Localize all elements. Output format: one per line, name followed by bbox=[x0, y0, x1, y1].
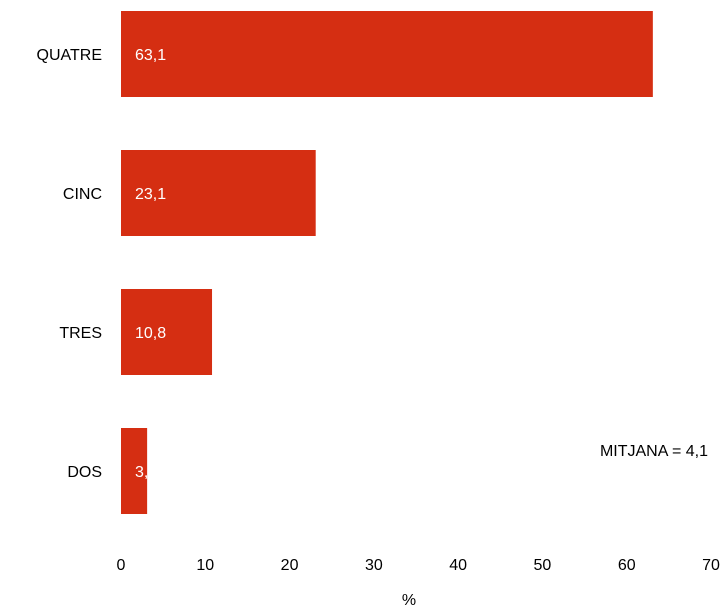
bar-dos bbox=[121, 428, 148, 514]
value-labels: 63,1 23,1 10,8 3,1 bbox=[135, 47, 166, 481]
bars bbox=[121, 11, 653, 514]
x-tick-label-0: 0 bbox=[117, 557, 126, 574]
bar-tres bbox=[121, 289, 213, 375]
value-label-quatre: 63,1 bbox=[135, 47, 166, 64]
x-tick-label-50: 50 bbox=[534, 557, 552, 574]
x-tick-label-10: 10 bbox=[196, 557, 214, 574]
category-labels: QUATRE CINC TRES DOS bbox=[37, 47, 102, 481]
category-label-cinc: CINC bbox=[63, 186, 102, 203]
value-label-dos: 3,1 bbox=[135, 464, 157, 481]
category-label-tres: TRES bbox=[59, 325, 102, 342]
bar-cinc bbox=[121, 150, 316, 236]
value-label-tres: 10,8 bbox=[135, 325, 166, 342]
mean-annotation: MITJANA = 4,1 bbox=[600, 443, 708, 460]
bar-quatre bbox=[121, 11, 653, 97]
category-label-quatre: QUATRE bbox=[37, 47, 102, 64]
x-tick-label-60: 60 bbox=[618, 557, 636, 574]
category-label-dos: DOS bbox=[67, 464, 102, 481]
x-axis-title: % bbox=[402, 592, 416, 609]
x-tick-label-40: 40 bbox=[449, 557, 467, 574]
x-axis-tick-labels: 0 10 20 30 40 50 60 70 bbox=[117, 557, 720, 574]
value-label-cinc: 23,1 bbox=[135, 186, 166, 203]
x-tick-label-30: 30 bbox=[365, 557, 383, 574]
x-tick-label-20: 20 bbox=[281, 557, 299, 574]
x-tick-label-70: 70 bbox=[702, 557, 720, 574]
